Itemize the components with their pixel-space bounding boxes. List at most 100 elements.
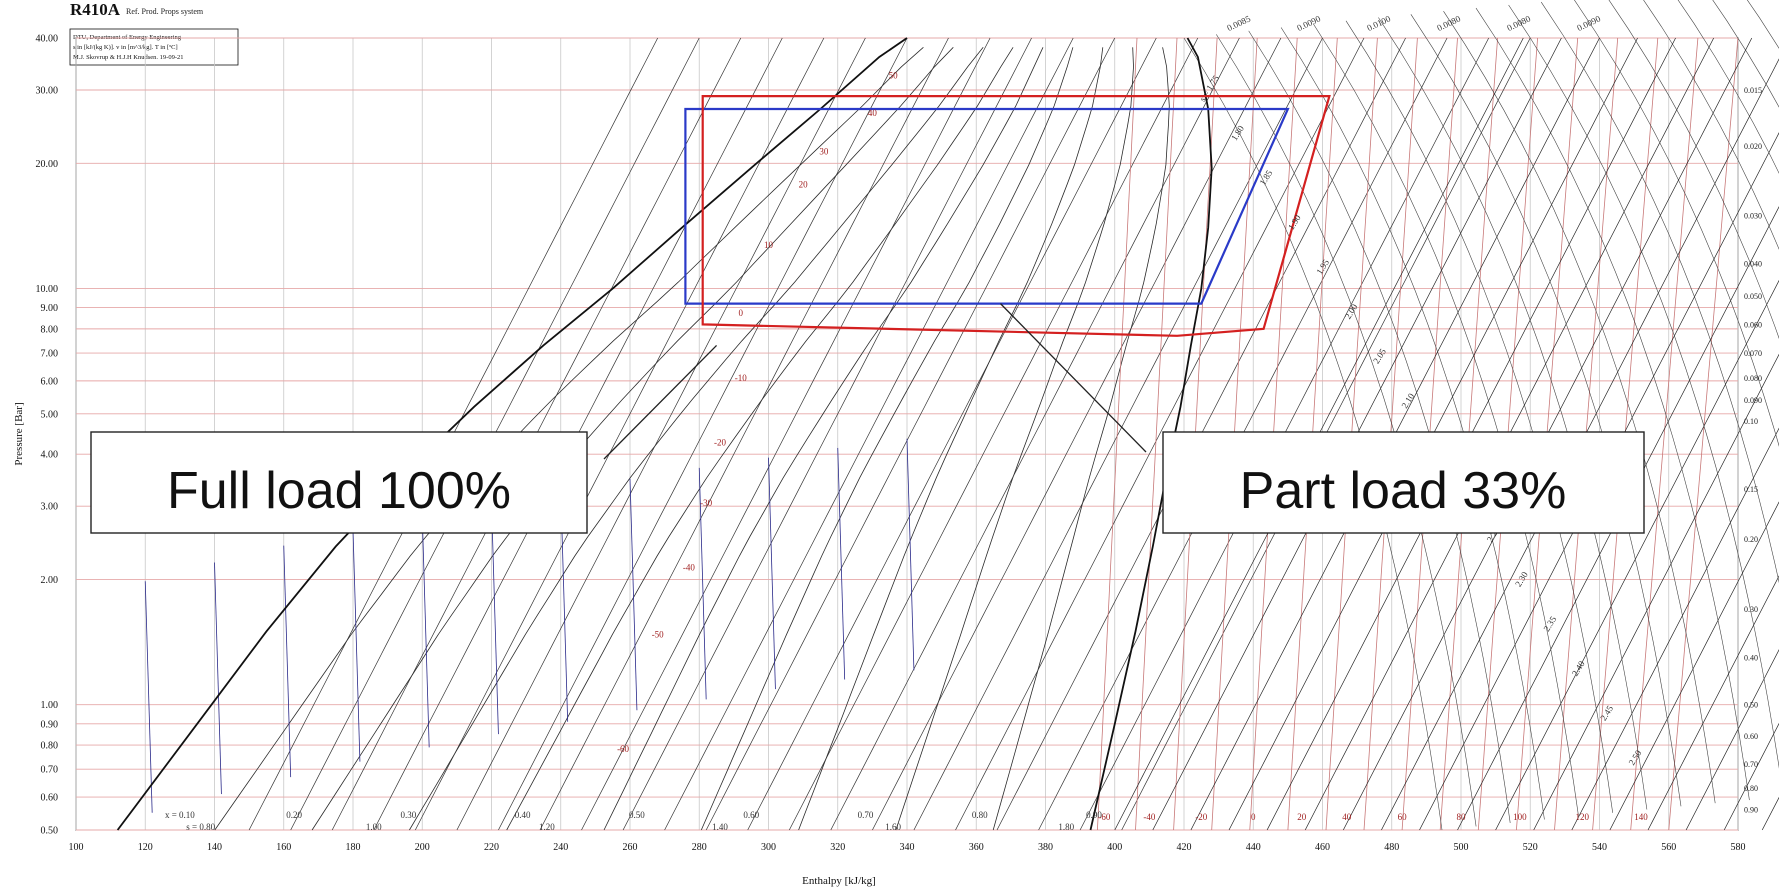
superheat-entropy-label: 2.50 xyxy=(1627,748,1644,767)
isochore-line xyxy=(1608,0,1779,339)
isotherm-line xyxy=(830,37,1240,831)
right-volume-label: 0.80 xyxy=(1744,784,1758,793)
right-volume-label: 0.10 xyxy=(1744,417,1758,426)
y-tick-label: 2.00 xyxy=(41,575,59,586)
liquid-isotherm-tick xyxy=(768,457,776,690)
quality-label: 0.30 xyxy=(401,810,417,820)
right-volume-label: 0.060 xyxy=(1744,320,1762,329)
top-volume-label: 0.0080 xyxy=(1435,13,1462,33)
vapor-temp-label: 100 xyxy=(1513,812,1527,822)
superheat-entropy-label: 2.10 xyxy=(1399,391,1416,410)
x-tick-label: 540 xyxy=(1592,842,1607,853)
liquid-isotherm-tick xyxy=(144,581,153,813)
isochore-line xyxy=(1378,17,1648,810)
x-tick-label: 560 xyxy=(1661,842,1676,853)
vapor-temp-label: 20 xyxy=(1297,812,1307,822)
y-tick-label: 0.70 xyxy=(41,765,59,776)
y-tick-label: 6.00 xyxy=(41,376,59,387)
isotherm-line xyxy=(747,37,1157,831)
isochore-line xyxy=(1216,34,1477,827)
isochore-line xyxy=(1574,0,1779,447)
vapor-temp-label: -20 xyxy=(1195,812,1207,822)
vapor-temp-label: 140 xyxy=(1634,812,1648,822)
y-axis-ticks: 0.50 0.60 0.70 0.80 0.90 1.00 2.00 3.00 4.00 5.00… xyxy=(36,34,59,837)
x-tick-label: 260 xyxy=(623,842,638,853)
quality-label: 0.50 xyxy=(629,810,645,820)
entropy-label: 1.60 xyxy=(885,822,901,832)
entropy-label: 1.00 xyxy=(366,822,382,832)
x-tick-label: 400 xyxy=(1107,842,1122,853)
x-tick-label: 200 xyxy=(415,842,430,853)
isotherm-label: -20 xyxy=(714,437,726,447)
right-volume-label: 0.50 xyxy=(1744,701,1758,710)
y-tick-label: 7.00 xyxy=(41,349,59,360)
isotherm-label: 30 xyxy=(819,146,829,156)
superheat-isotherm xyxy=(1097,37,1138,831)
liquid-isotherm-tick xyxy=(837,447,846,680)
entropy-label: 1.20 xyxy=(539,822,555,832)
isotherm-line xyxy=(581,37,991,831)
isotherm-line xyxy=(788,37,1199,831)
x-tick-label: 520 xyxy=(1523,842,1538,853)
isotherm-line xyxy=(872,37,1282,831)
vapor-temp-label: 60 xyxy=(1398,812,1408,822)
y-tick-label: 1.00 xyxy=(41,700,59,711)
x-tick-label: 240 xyxy=(553,842,568,853)
isotherm-label: -30 xyxy=(700,498,712,508)
annotation-box-part-load xyxy=(1162,431,1645,534)
x-tick-label: 160 xyxy=(276,842,291,853)
x-tick-label: 420 xyxy=(1177,842,1192,853)
isotherm-label: -60 xyxy=(617,744,629,754)
vapor-temp-label: 0 xyxy=(1251,812,1256,822)
right-volume-label: 0.60 xyxy=(1744,732,1758,741)
right-volume-label: 0.070 xyxy=(1744,349,1762,358)
isochore-line xyxy=(1475,7,1750,801)
y-tick-label: 40.00 xyxy=(36,34,59,45)
isochore-line xyxy=(1410,14,1682,807)
isotherm-line xyxy=(664,37,1074,831)
quality-label: x = 0.10 xyxy=(165,810,195,820)
isochore-line xyxy=(1248,30,1511,823)
liquid-isotherm-tick xyxy=(214,562,222,795)
superheat-entropy-label: 2.05 xyxy=(1371,346,1388,365)
isentrope-line xyxy=(1495,279,1779,831)
vapor-temp-label: 120 xyxy=(1575,812,1589,822)
liquid-isotherm-tick xyxy=(352,530,361,762)
vapor-temp-label: 80 xyxy=(1457,812,1467,822)
isentrope-line xyxy=(1685,649,1779,831)
isotherm-label: -50 xyxy=(652,630,664,640)
y-tick-label: 5.00 xyxy=(41,409,59,420)
quality-line xyxy=(895,47,1134,831)
x-tick-label: 140 xyxy=(207,842,222,853)
quality-line xyxy=(798,47,1104,831)
liquid-isotherm-tick xyxy=(421,515,430,748)
isochore-line xyxy=(1508,4,1779,769)
x-axis-label: Enthalpy [kJ/kg] xyxy=(802,875,876,887)
isotherm-line xyxy=(955,37,1365,831)
quality-label: 0.40 xyxy=(515,810,531,820)
x-tick-label: 120 xyxy=(138,842,153,853)
quality-label: 0.70 xyxy=(858,810,874,820)
superheat-isotherm xyxy=(1668,37,1739,831)
isentrope-line xyxy=(1647,575,1779,831)
y-tick-label: 0.90 xyxy=(41,719,59,730)
isotherm-label: 0 xyxy=(739,308,744,318)
superheat-entropy-label: 1.90 xyxy=(1286,213,1303,232)
right-volume-label: 0.030 xyxy=(1744,211,1762,220)
y-tick-label: 0.80 xyxy=(41,741,59,752)
y-tick-label: 4.00 xyxy=(41,450,59,461)
x-tick-label: 300 xyxy=(761,842,776,853)
x-tick-label: 220 xyxy=(484,842,499,853)
right-volume-label: 0.015 xyxy=(1744,86,1762,95)
annotation-part-load: Part load 33% xyxy=(1240,462,1567,520)
isotherm-label: 40 xyxy=(868,108,878,118)
right-volume-labels: 0.015 0.020 0.030 0.040 0.050 0.060 0.070 0.080… xyxy=(1744,86,1762,815)
annotation-box-full-load xyxy=(90,431,588,534)
cycle-part-load xyxy=(701,95,1331,337)
x-tick-label: 340 xyxy=(900,842,915,853)
cycle-full-load xyxy=(684,107,1290,305)
isotherm-label: -10 xyxy=(735,373,747,383)
y-tick-label: 8.00 xyxy=(41,324,59,335)
x-tick-label: 480 xyxy=(1384,842,1399,853)
y-tick-label: 10.00 xyxy=(36,284,59,295)
